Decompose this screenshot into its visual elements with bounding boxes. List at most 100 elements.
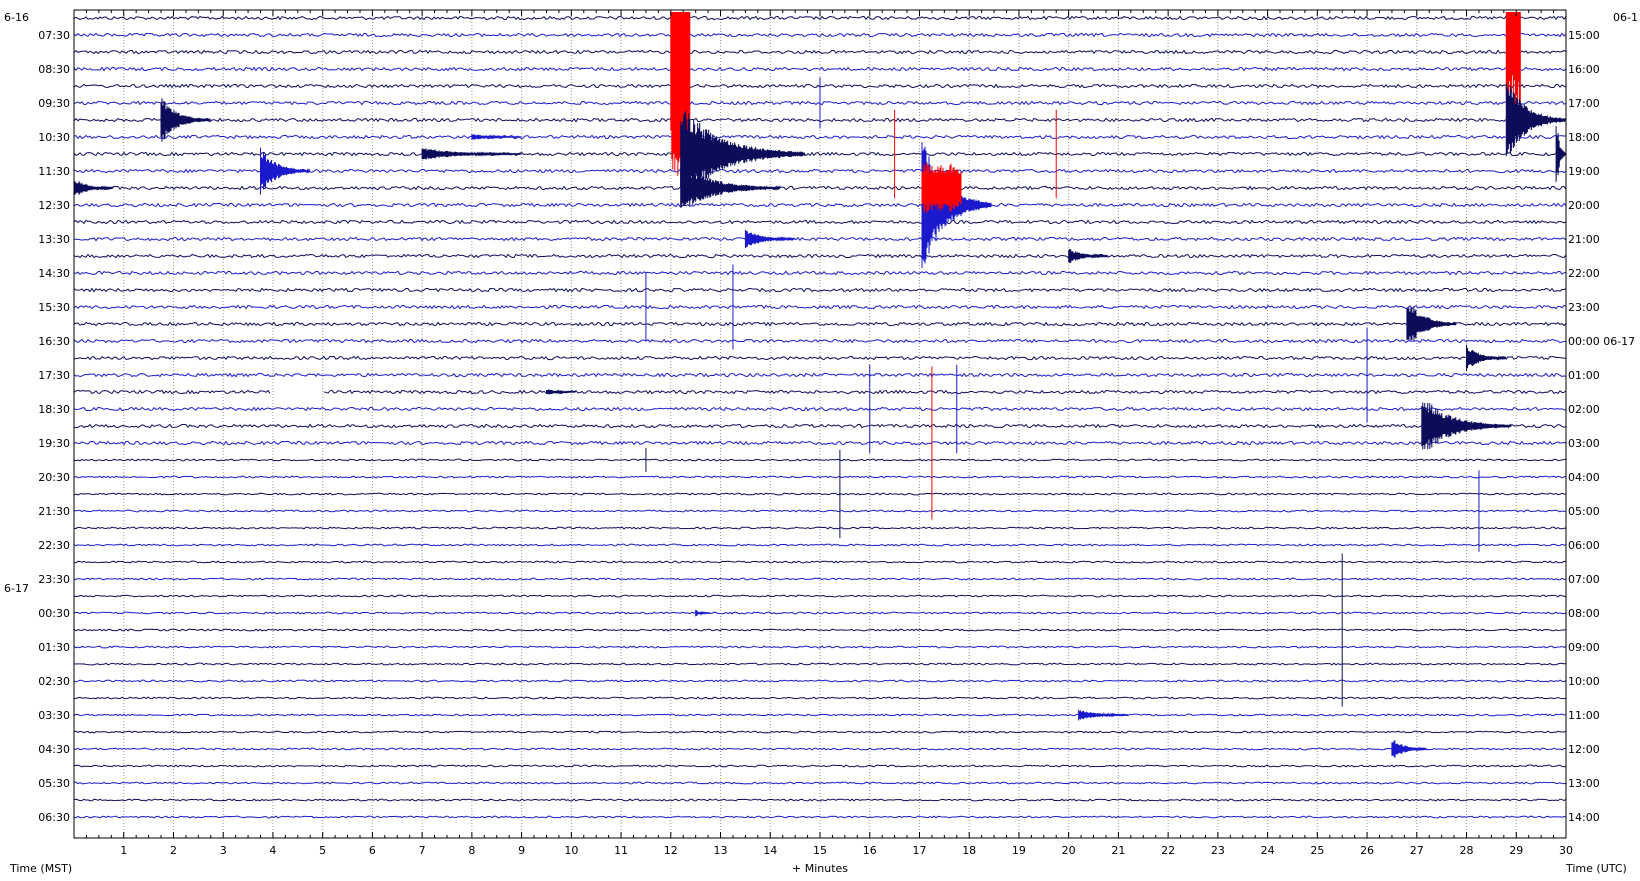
seismic-event: [921, 163, 962, 213]
seismic-event: [471, 134, 522, 140]
x-tick-label: 13: [714, 844, 728, 857]
seismic-event: [1078, 709, 1129, 721]
x-tick-label: 3: [220, 844, 227, 857]
trace-line: [73, 304, 1567, 310]
right-time-label: 07:00: [1568, 573, 1600, 586]
left-time-label: 10:30: [38, 131, 70, 144]
left-time-label: 00:30: [38, 607, 70, 620]
x-tick-labels: 1 2 3 4 5 6 7 8 9 10 11 12 13 14 15 16 17 18 19 20 21 22 23 24 2…: [120, 844, 1573, 857]
trace-line: [73, 49, 1567, 55]
trace-line: [73, 202, 1567, 208]
left-time-label: 17:30: [38, 369, 70, 382]
left-time-label: 04:30: [38, 743, 70, 756]
trace-line: [73, 389, 1567, 395]
trace-line: [73, 509, 1567, 513]
x-tick-label: 17: [912, 844, 926, 857]
right-time-label: 01:00: [1568, 369, 1600, 382]
left-time-label: 12:30: [38, 199, 70, 212]
seismic-traces: [73, 15, 1567, 819]
x-tick-label: 21: [1111, 844, 1125, 857]
plot-frame: [73, 9, 1567, 839]
trace-line: [73, 253, 1567, 259]
trace-line: [73, 594, 1567, 598]
right-time-label: 18:00: [1568, 131, 1600, 144]
right-time-label: 12:00: [1568, 743, 1600, 756]
right-time-labels: 15:00 16:00 17:00 18:00 19:00 20:00 21:00 22:00…: [1568, 29, 1635, 824]
left-time-label: 01:30: [38, 641, 70, 654]
x-tick-label: 15: [813, 844, 827, 857]
trace-line: [73, 815, 1567, 819]
left-date-label: 6-17: [4, 582, 29, 595]
trace-line: [73, 287, 1567, 293]
left-time-label: 09:30: [38, 97, 70, 110]
right-time-label: 09:00: [1568, 641, 1600, 654]
right-time-label: 03:00: [1568, 437, 1600, 450]
trace-line: [73, 730, 1567, 734]
x-tick-label: 7: [419, 844, 426, 857]
left-time-label: 11:30: [38, 165, 70, 178]
x-tick-label: 26: [1360, 844, 1374, 857]
x-tick-label: 9: [518, 844, 525, 857]
trace-line: [73, 338, 1567, 344]
left-time-label: 07:30: [38, 29, 70, 42]
right-time-label: 23:00: [1568, 301, 1600, 314]
x-tick-label: 27: [1410, 844, 1424, 857]
x-tick-label: 2: [170, 844, 177, 857]
right-time-label: 20:00: [1568, 199, 1600, 212]
seismic-event: [1421, 402, 1512, 450]
right-time-label: 19:00: [1568, 165, 1600, 178]
trace-line: [73, 713, 1567, 717]
seismic-event: [1068, 248, 1109, 264]
x-tick-label: 12: [664, 844, 678, 857]
trace-line: [73, 543, 1567, 547]
x-tick-label: 25: [1310, 844, 1324, 857]
x-tick-label: 11: [614, 844, 628, 857]
seismic-event: [680, 110, 806, 198]
trace-line: [73, 526, 1567, 530]
right-time-label: 05:00: [1568, 505, 1600, 518]
left-time-label: 05:30: [38, 777, 70, 790]
x-tick-label: 16: [863, 844, 877, 857]
seismic-event: [1466, 344, 1506, 372]
left-time-label: 15:30: [38, 301, 70, 314]
seismic-event: [160, 98, 211, 142]
right-time-label: 16:00: [1568, 63, 1600, 76]
seismic-event: [421, 148, 522, 160]
left-time-label: 08:30: [38, 63, 70, 76]
trace-line: [73, 628, 1567, 632]
trace-line: [73, 236, 1567, 242]
trace-line: [73, 270, 1567, 276]
left-time-label: 02:30: [38, 675, 70, 688]
trace-line: [73, 679, 1567, 683]
trace-line: [73, 151, 1567, 157]
trace-line: [73, 645, 1567, 649]
x-tick-label: 20: [1062, 844, 1076, 857]
x-tick-label: 14: [763, 844, 777, 857]
x-tick-label: 18: [962, 844, 976, 857]
trace-line: [73, 355, 1567, 361]
trace-line: [73, 423, 1567, 429]
trace-line: [73, 372, 1567, 378]
trace-line: [73, 611, 1567, 615]
minute-gridlines: [123, 10, 1517, 838]
trace-line: [73, 168, 1567, 174]
trace-line: [73, 32, 1567, 38]
seismic-event: [670, 11, 691, 179]
trace-line: [73, 406, 1567, 412]
x-tick-label: 19: [1012, 844, 1026, 857]
seismic-event: [1391, 740, 1427, 758]
right-time-label: 17:00: [1568, 97, 1600, 110]
x-tick-label: 28: [1460, 844, 1474, 857]
left-time-label: 03:30: [38, 709, 70, 722]
left-date-label: 6-16: [4, 11, 29, 24]
right-time-label: 06:00: [1568, 539, 1600, 552]
left-time-label: 21:30: [38, 505, 70, 518]
x-tick-label: 10: [564, 844, 578, 857]
right-time-label: 22:00: [1568, 267, 1600, 280]
seismic-event: [1406, 307, 1457, 341]
x-tick-label: 23: [1211, 844, 1225, 857]
left-time-label: 14:30: [38, 267, 70, 280]
right-time-label: 11:00: [1568, 709, 1600, 722]
x-tick-label: 6: [369, 844, 376, 857]
